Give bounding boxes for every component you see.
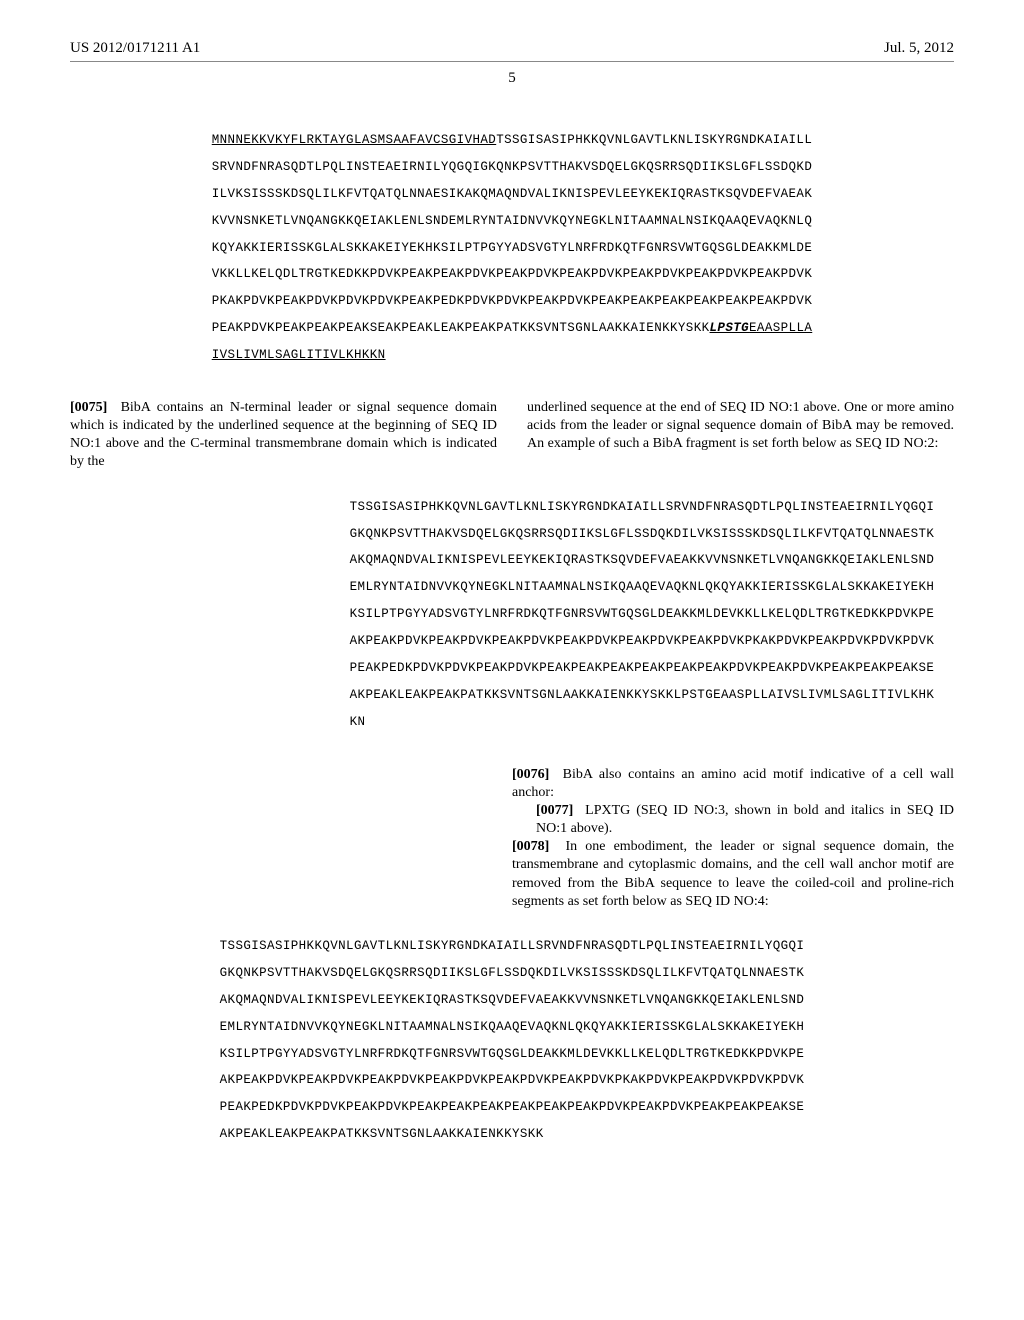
seq2-l4: EMLRYNTAIDNVVKQYNEGKLNITAAMNALNSIKQAAQEV… xyxy=(350,580,935,594)
seq3-l7: PEAKPEDKPDVKPDVKPEAKPDVKPEAKPEAKPEAKPEAK… xyxy=(220,1100,805,1114)
seq2-l3: AKQMAQNDVALIKNISPEVLEEYKEKIQRASTKSQVDEFV… xyxy=(350,553,935,567)
page-header: US 2012/0171211 A1 Jul. 5, 2012 xyxy=(70,40,954,62)
seq2-l5: KSILPTPGYYADSVGTYLNRFRDKQTFGNRSVWTGQSGLD… xyxy=(350,607,935,621)
paragraphs-0076-0078: [0076] BibA also contains an amino acid … xyxy=(70,766,954,912)
seq1-l7: PKAKPDVKPEAKPDVKPDVKPDVKPEAKPEDKPDVKPDVK… xyxy=(212,294,813,308)
sequence-3: TSSGISASIPHKKQVNLGAVTLKNLISKYRGNDKAIAILL… xyxy=(70,933,954,1148)
seq3-l1: TSSGISASIPHKKQVNLGAVTLKNLISKYRGNDKAIAILL… xyxy=(220,939,805,953)
publication-date: Jul. 5, 2012 xyxy=(884,40,954,57)
seq1-l3: ILVKSISSSKDSQLILKFVTQATQLNNAESIKAKQMAQND… xyxy=(212,187,813,201)
para-0077-text: LPXTG (SEQ ID NO:3, shown in bold and it… xyxy=(536,803,954,836)
seq3-l8: AKPEAKLEAKPEAKPATKKSVNTSGNLAAKKAIENKKYSK… xyxy=(220,1127,544,1141)
left-spacer xyxy=(70,766,512,912)
seq1-l8a: PEAKPDVKPEAKPEAKPEAKSEAKPEAKLEAKPEAKPATK… xyxy=(212,321,710,335)
para-0075-right: underlined sequence at the end of SEQ ID… xyxy=(527,399,954,472)
sequence-1-text: MNNNEKKVKYFLRKTAYGLASMSAAFAVCSGIVHADTSSG… xyxy=(212,127,813,369)
seq2-l6: AKPEAKPDVKPEAKPDVKPEAKPDVKPEAKPDVKPEAKPD… xyxy=(350,634,935,648)
seq1-l6: VKKLLKELQDLTRGTKEDKKPDVKPEAKPEAKPDVKPEAK… xyxy=(212,267,813,281)
para-0076: [0076] BibA also contains an amino acid … xyxy=(512,766,954,802)
seq2-l1: TSSGISASIPHKKQVNLGAVTLKNLISKYRGNDKAIAILL… xyxy=(350,500,935,514)
seq2-l7: PEAKPEDKPDVKPDVKPEAKPDVKPEAKPEAKPEAKPEAK… xyxy=(350,661,935,675)
para-0078-text: In one embodiment, the leader or signal … xyxy=(512,839,954,909)
publication-number: US 2012/0171211 A1 xyxy=(70,40,200,57)
seq1-l1-rest: TSSGISASIPHKKQVNLGAVTLKNLISKYRGNDKAIAILL xyxy=(496,133,812,147)
para-num-0077: [0077] xyxy=(536,803,573,818)
seq3-l6: AKPEAKPDVKPEAKPDVKPEAKPDVKPEAKPDVKPEAKPD… xyxy=(220,1073,805,1087)
seq3-l3: AKQMAQNDVALIKNISPEVLEEYKEKIQRASTKSQVDEFV… xyxy=(220,993,805,1007)
patent-page: US 2012/0171211 A1 Jul. 5, 2012 5 MNNNEK… xyxy=(0,0,1024,1218)
paragraph-0075: [0075] BibA contains an N-terminal leade… xyxy=(70,399,954,472)
para-0078: [0078] In one embodiment, the leader or … xyxy=(512,838,954,911)
para-0075-text-left: BibA contains an N-terminal leader or si… xyxy=(70,400,497,470)
seq1-l8b: EAASPLLA xyxy=(749,321,812,335)
para-0077: [0077] LPXTG (SEQ ID NO:3, shown in bold… xyxy=(512,802,954,838)
para-0076-text: BibA also contains an amino acid motif i… xyxy=(512,767,954,800)
sequence-1: MNNNEKKVKYFLRKTAYGLASMSAAFAVCSGIVHADTSSG… xyxy=(70,127,954,369)
seq2-l8: AKPEAKLEAKPEAKPATKKSVNTSGNLAAKKAIENKKYSK… xyxy=(350,688,935,702)
seq1-l5: KQYAKKIERISSKGLALSKKAKEIYEKHKSILPTPGYYAD… xyxy=(212,241,813,255)
seq1-l9-underlined: IVSLIVMLSAGLITIVLKHKKN xyxy=(212,348,386,362)
para-num-0078: [0078] xyxy=(512,839,549,854)
seq3-l2: GKQNKPSVTTHAKVSDQELGKQSRRSQDIIKSLGFLSSDQ… xyxy=(220,966,805,980)
seq2-l9: KN xyxy=(350,715,366,729)
page-number: 5 xyxy=(70,70,954,87)
para-num-0076: [0076] xyxy=(512,767,549,782)
seq1-l4: KVVNSNKETLVNQANGKKQEIAKLENLSNDEMLRYNTAID… xyxy=(212,214,813,228)
para-0075-text-right: underlined sequence at the end of SEQ ID… xyxy=(527,400,954,451)
sequence-2-text: TSSGISASIPHKKQVNLGAVTLKNLISKYRGNDKAIAILL… xyxy=(350,494,935,736)
sequence-3-text: TSSGISASIPHKKQVNLGAVTLKNLISKYRGNDKAIAILL… xyxy=(220,933,805,1148)
seq2-l2: GKQNKPSVTTHAKVSDQELGKQSRRSQDIIKSLGFLSSDQ… xyxy=(350,527,935,541)
seq3-l4: EMLRYNTAIDNVVKQYNEGKLNITAAMNALNSIKQAAQEV… xyxy=(220,1020,805,1034)
right-column-text: [0076] BibA also contains an amino acid … xyxy=(512,766,954,912)
seq1-lpstg: LPSTG xyxy=(710,321,750,335)
seq3-l5: KSILPTPGYYADSVGTYLNRFRDKQTFGNRSVWTGQSGLD… xyxy=(220,1047,805,1061)
sequence-2: TSSGISASIPHKKQVNLGAVTLKNLISKYRGNDKAIAILL… xyxy=(70,494,954,736)
para-0075-left: [0075] BibA contains an N-terminal leade… xyxy=(70,399,497,472)
seq1-leader-underlined: MNNNEKKVKYFLRKTAYGLASMSAAFAVCSGIVHAD xyxy=(212,133,496,147)
para-num-0075: [0075] xyxy=(70,400,107,415)
seq1-l2: SRVNDFNRASQDTLPQLINSTEAEIRNILYQGQIGKQNKP… xyxy=(212,160,813,174)
